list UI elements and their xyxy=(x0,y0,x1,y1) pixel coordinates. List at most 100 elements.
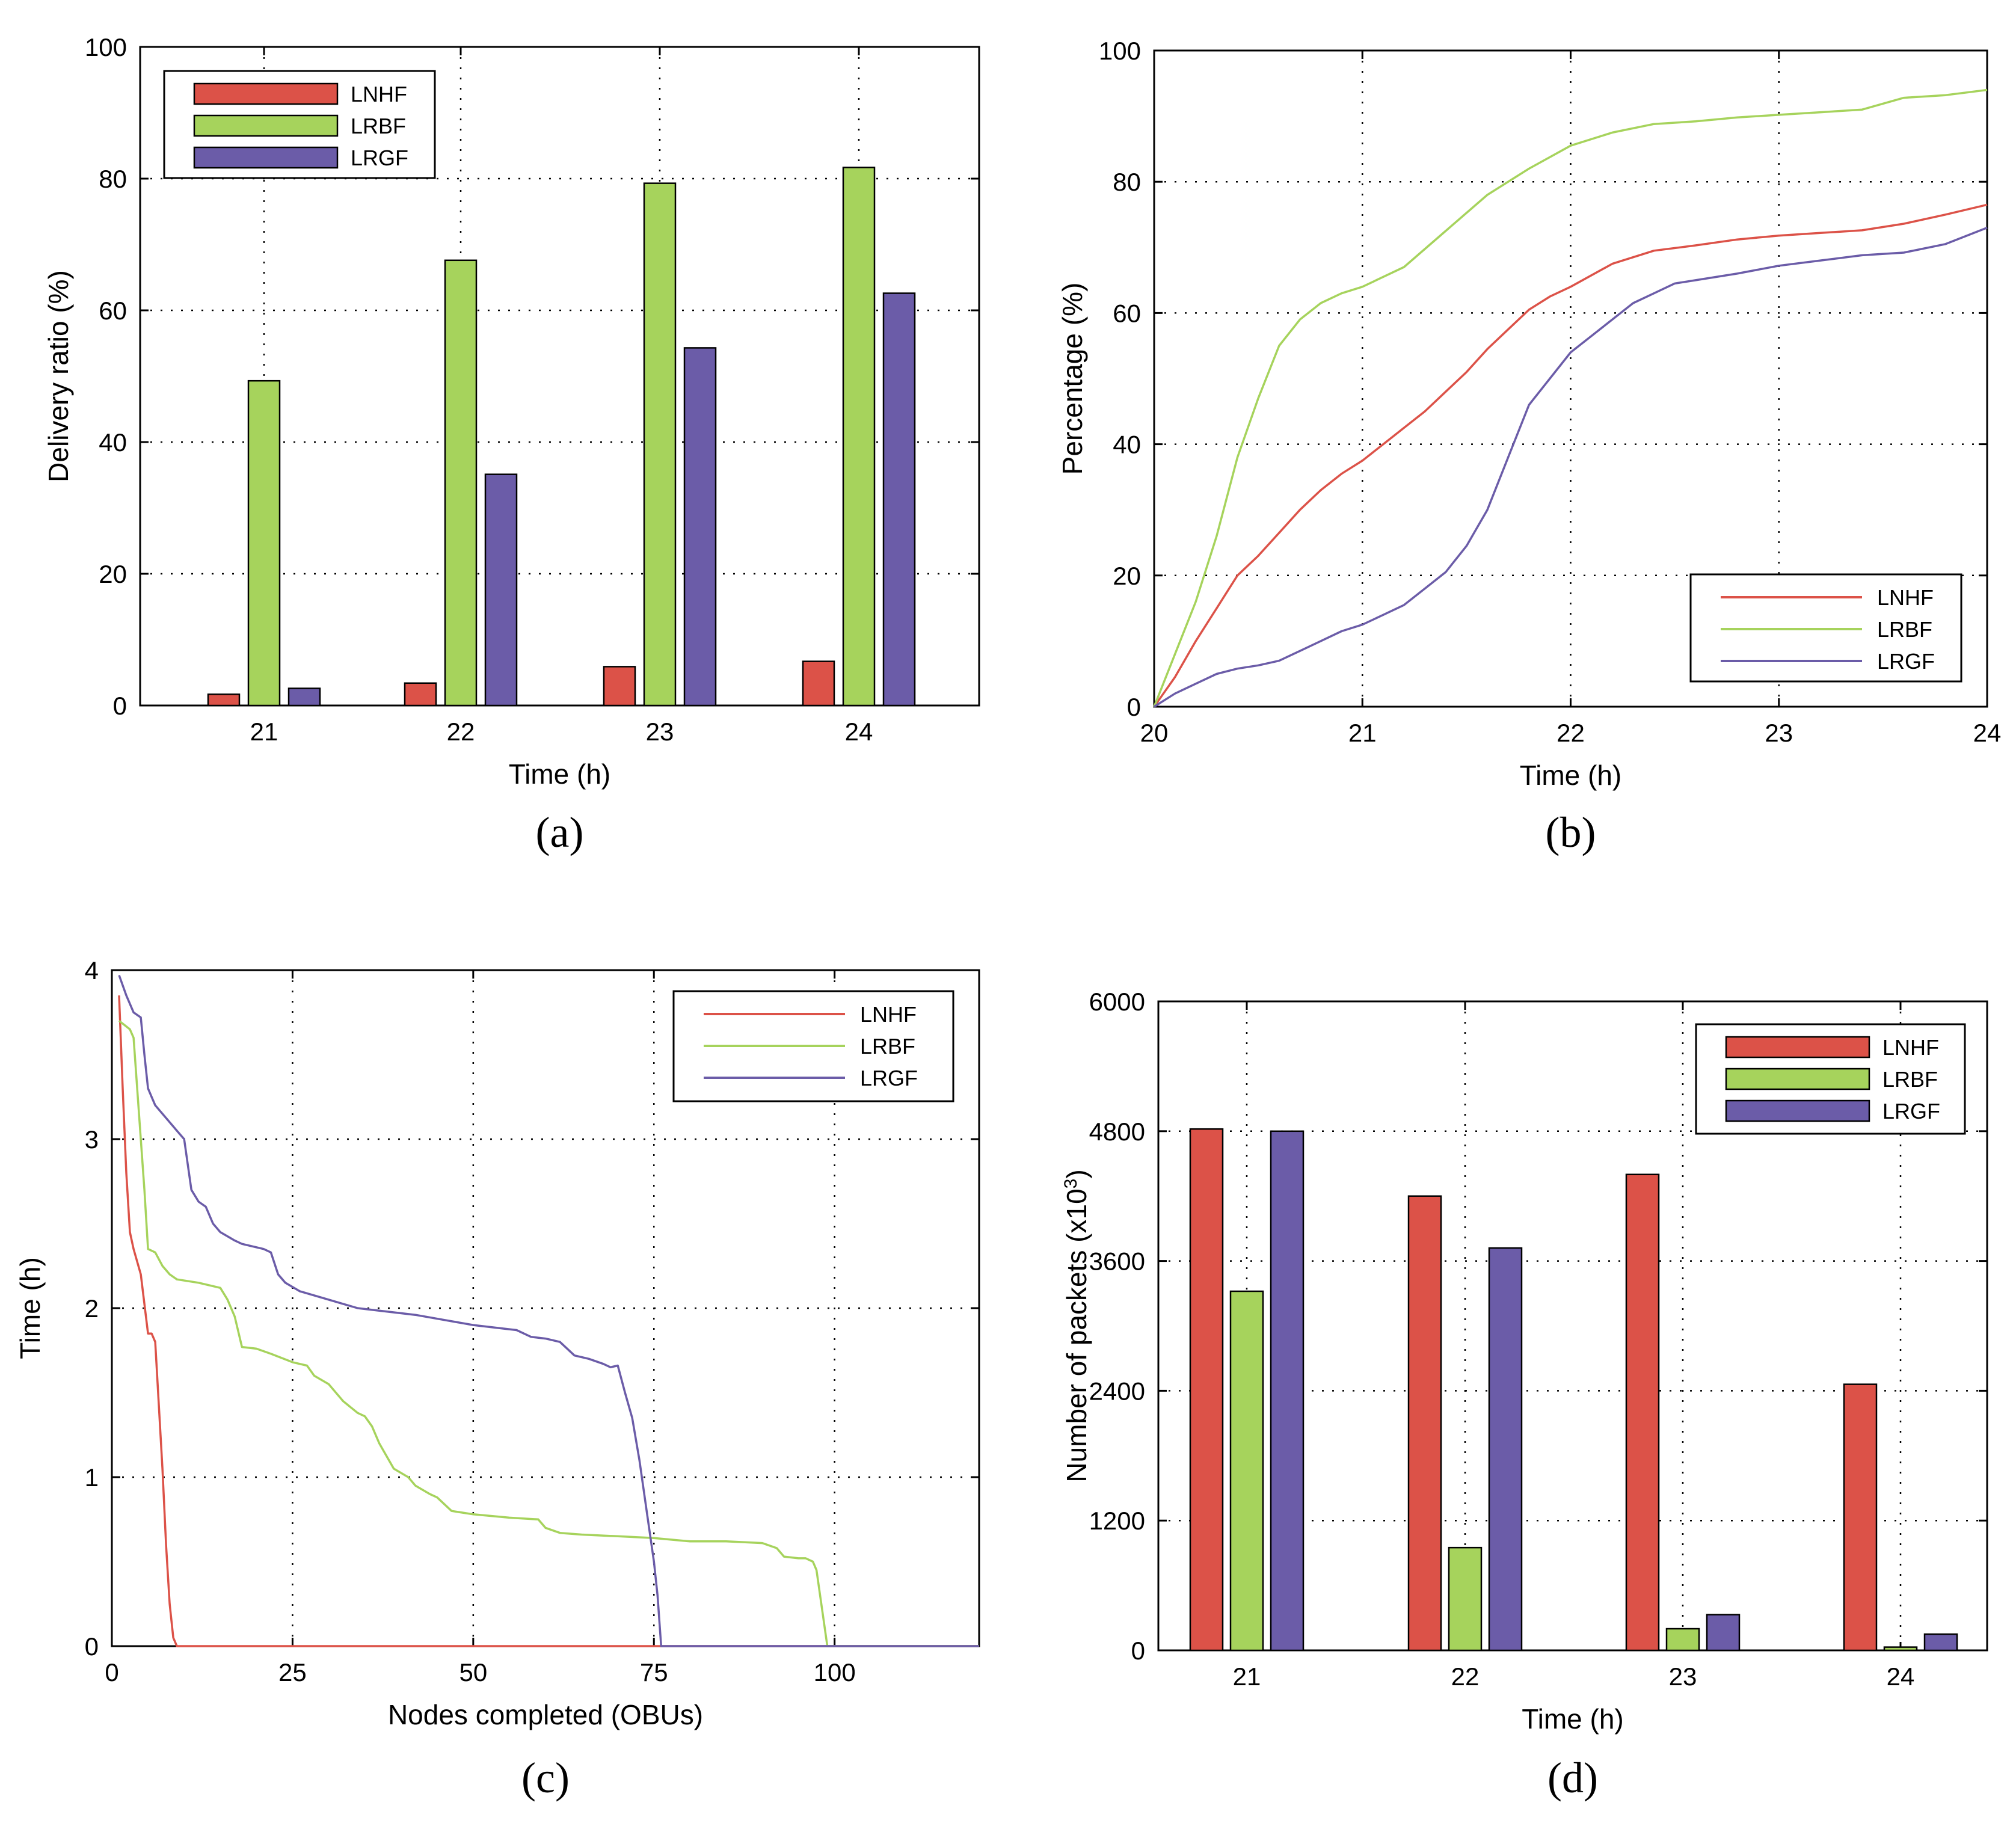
y-tick-label: 20 xyxy=(99,560,127,588)
x-tick-label: 21 xyxy=(250,718,278,746)
legend-label: LNHF xyxy=(1877,585,1934,610)
bar-lnhf xyxy=(802,660,835,707)
x-axis-title: Nodes completed (OBUs) xyxy=(388,1699,703,1730)
x-tick-label: 21 xyxy=(1233,1662,1261,1691)
legend-label: LRGF xyxy=(860,1066,918,1090)
legend-swatch xyxy=(193,146,339,169)
x-tick-label: 22 xyxy=(447,718,475,746)
y-axis-title-main: Percentage (%) xyxy=(1057,283,1088,475)
bar-lrbf xyxy=(1448,1546,1483,1652)
x-tick-label: 75 xyxy=(640,1658,668,1686)
x-tick-label: 24 xyxy=(1973,719,2002,747)
legend-swatch xyxy=(1725,1068,1870,1090)
x-axis-title: Time (h) xyxy=(509,758,611,790)
y-axis-title-end: ) xyxy=(1061,1169,1092,1178)
y-tick-label: 100 xyxy=(1099,37,1141,65)
y-axis-title-superscript: 3 xyxy=(1061,1179,1081,1189)
bar-lnhf xyxy=(1189,1128,1224,1652)
x-tick-label: 24 xyxy=(845,718,873,746)
bar-lrgf xyxy=(1923,1633,1958,1652)
y-tick-label: 0 xyxy=(113,692,127,720)
plot-frame xyxy=(139,46,980,707)
bar-lrgf xyxy=(1270,1130,1305,1652)
y-tick-label: 2400 xyxy=(1089,1377,1145,1405)
x-tick-label: 23 xyxy=(1765,719,1793,747)
y-tick-label: 2 xyxy=(85,1294,99,1323)
chart-0: 0 20 40 60 80 100 21 22 23 24 Time (h) Delivery rat… xyxy=(43,33,980,856)
legend-label: LRGF xyxy=(351,146,408,170)
x-tick-label: 0 xyxy=(105,1658,118,1686)
bar-lnhf xyxy=(603,666,636,707)
y-tick-label: 6000 xyxy=(1089,988,1145,1016)
y-tick-label: 3 xyxy=(85,1125,99,1154)
legend-swatch xyxy=(1725,1099,1870,1122)
y-tick-label: 0 xyxy=(1127,693,1141,721)
y-tick-label: 40 xyxy=(1113,431,1141,459)
x-tick-label: 22 xyxy=(1451,1662,1480,1691)
series-line-lrgf xyxy=(1154,226,1988,708)
y-tick-label: 4800 xyxy=(1089,1117,1145,1146)
x-tick-label: 20 xyxy=(1140,719,1169,747)
bar-lnhf xyxy=(1625,1173,1660,1652)
y-axis-title: Time (h) xyxy=(14,1257,46,1359)
y-axis-title: Number of packets (x103) xyxy=(1061,1169,1092,1482)
y-tick-label: 60 xyxy=(1113,299,1141,327)
legend-label: LRBF xyxy=(1882,1067,1938,1092)
bar-lnhf xyxy=(1843,1383,1878,1652)
bar-lrgf xyxy=(484,473,518,707)
bar-lnhf xyxy=(404,682,437,707)
x-tick-label: 24 xyxy=(1887,1662,1915,1691)
series-line-lrbf xyxy=(1153,88,1988,707)
panel-caption: (c) xyxy=(521,1754,570,1802)
legend-label: LNHF xyxy=(860,1002,917,1027)
legend-label: LRGF xyxy=(1877,649,1935,674)
legend-label: LNHF xyxy=(1882,1035,1939,1060)
y-tick-label: 0 xyxy=(85,1632,99,1661)
y-axis-title-main: Number of packets (x10 xyxy=(1061,1188,1092,1482)
y-tick-label: 3600 xyxy=(1089,1247,1145,1276)
x-tick-label: 100 xyxy=(814,1658,856,1686)
legend-label: LRBF xyxy=(351,114,406,138)
y-tick-label: 80 xyxy=(1113,168,1141,196)
x-tick-label: 23 xyxy=(1669,1662,1697,1691)
bar-lnhf xyxy=(1407,1195,1442,1652)
bar-lrbf xyxy=(1229,1290,1264,1652)
y-tick-label: 20 xyxy=(1113,562,1141,590)
bar-lrgf xyxy=(882,292,916,707)
panel-caption: (d) xyxy=(1547,1754,1598,1802)
y-tick-label: 1200 xyxy=(1089,1507,1145,1535)
legend-swatch xyxy=(193,114,339,137)
chart-2: 0 1 2 3 4 0 25 50 75 100 Nodes completed (OBUs) Tim… xyxy=(14,956,980,1802)
series-line-lnhf xyxy=(118,995,979,1647)
bar-lrgf xyxy=(1706,1614,1741,1652)
legend-label: LRBF xyxy=(860,1034,915,1059)
x-tick-label: 50 xyxy=(459,1658,487,1686)
panel-caption: (a) xyxy=(536,808,584,856)
bar-lrgf xyxy=(1488,1247,1523,1652)
y-tick-label: 60 xyxy=(99,297,127,325)
y-tick-label: 100 xyxy=(85,33,127,61)
y-axis-title: Percentage (%) xyxy=(1057,283,1088,475)
legend-swatch xyxy=(193,82,339,105)
bar-lrbf xyxy=(444,259,478,707)
y-tick-label: 0 xyxy=(1131,1637,1145,1665)
y-axis-title-main: Time (h) xyxy=(14,1257,46,1359)
y-tick-label: 4 xyxy=(85,956,99,985)
y-axis-title-main: Delivery ratio (%) xyxy=(43,270,74,482)
panel-caption: (b) xyxy=(1546,808,1596,856)
series-line-lnhf xyxy=(1153,203,1988,708)
bar-lrgf xyxy=(683,347,717,707)
legend-label: LRGF xyxy=(1882,1099,1940,1123)
y-tick-label: 80 xyxy=(99,165,127,193)
x-axis-title: Time (h) xyxy=(1520,760,1622,791)
x-tick-label: 21 xyxy=(1348,719,1377,747)
legend-label: LNHF xyxy=(351,82,407,106)
x-axis-title: Time (h) xyxy=(1522,1703,1624,1735)
bar-lrbf xyxy=(1665,1628,1700,1652)
legend-label: LRBF xyxy=(1877,617,1932,642)
series-line-lrgf xyxy=(118,974,979,1647)
y-axis-title: Delivery ratio (%) xyxy=(43,270,74,482)
plot-frame xyxy=(1157,1000,1988,1652)
y-tick-label: 40 xyxy=(99,428,127,456)
